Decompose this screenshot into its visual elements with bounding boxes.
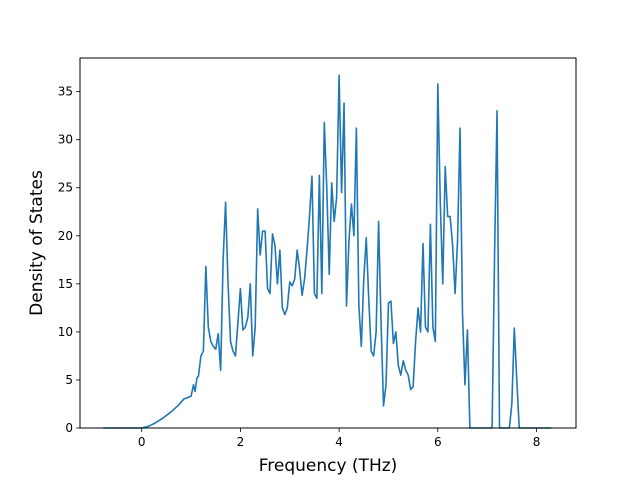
y-tick-label: 20 — [58, 229, 73, 243]
x-tick-label: 6 — [434, 435, 442, 449]
y-tick-label: 5 — [65, 373, 73, 387]
y-axis-ticks: 0 5 10 15 20 25 30 35 — [58, 85, 80, 435]
series-line-0 — [103, 74, 552, 429]
x-axis-label: Frequency (THz) — [259, 456, 398, 476]
x-tick-label: 2 — [237, 435, 245, 449]
axes-frame — [79, 57, 577, 429]
y-tick-label: 30 — [58, 133, 73, 147]
data-layer — [103, 74, 552, 429]
x-tick-label: 8 — [533, 435, 541, 449]
y-tick-label: 15 — [58, 277, 73, 291]
y-tick-label: 25 — [58, 181, 73, 195]
y-tick-label: 10 — [58, 325, 73, 339]
y-tick-label: 35 — [58, 85, 73, 99]
x-axis-ticks: 0 2 4 6 8 — [138, 428, 540, 449]
x-tick-label: 0 — [138, 435, 146, 449]
x-tick-label: 4 — [335, 435, 343, 449]
y-axis-label: Density of States — [27, 170, 47, 316]
y-tick-label: 0 — [65, 421, 73, 435]
